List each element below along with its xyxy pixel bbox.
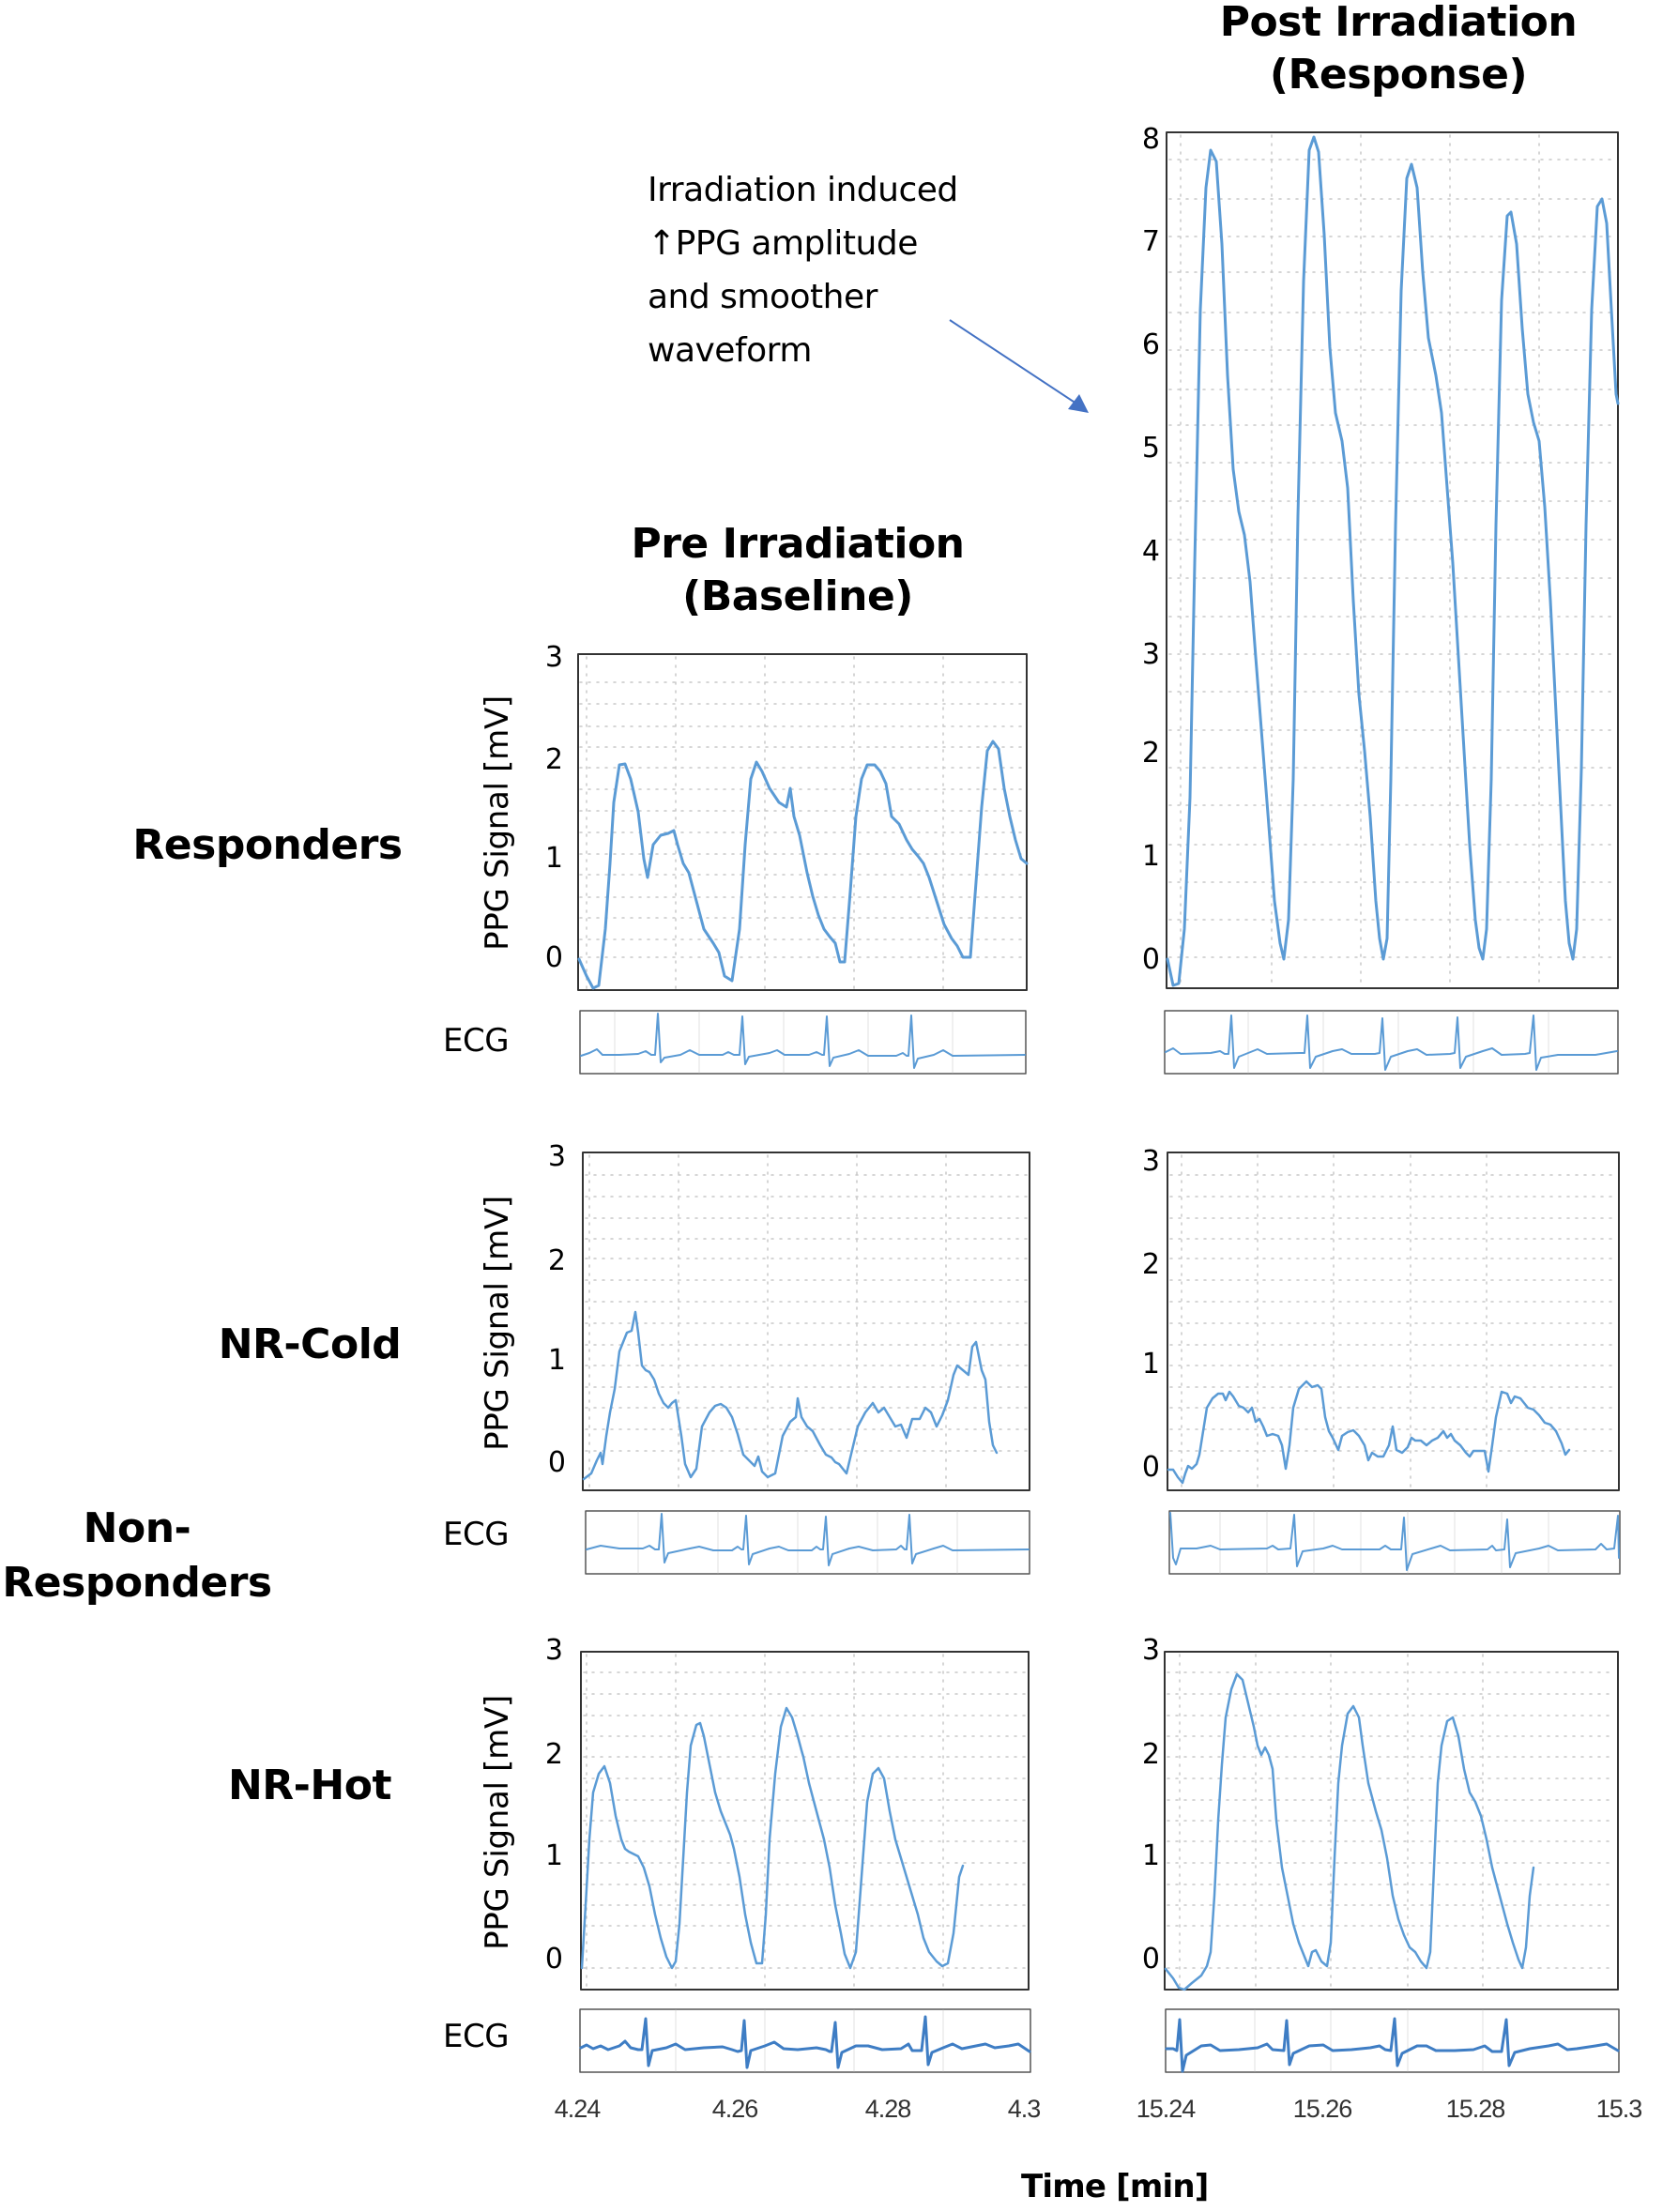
y-tick: 0	[1141, 1451, 1160, 1484]
y-tick: 1	[544, 1839, 563, 1872]
y-tick: 2	[544, 743, 563, 776]
row-label-non-responders: Non- Responders	[0, 1502, 278, 1610]
y-tick: 2	[544, 1738, 563, 1771]
plot-nr-hot-post	[1164, 1651, 1619, 1991]
x-tick-post-3: 15.3	[1595, 2095, 1643, 2123]
row-label-responders: Responders	[132, 821, 403, 869]
y-tick: 3	[544, 641, 563, 674]
y-tick: 2	[1141, 1248, 1160, 1281]
y-tick: 6	[1141, 328, 1160, 361]
pre-title-line1: Pre Irradiation	[631, 520, 965, 568]
x-tick-post-2: 15.28	[1445, 2095, 1506, 2123]
post-title-line2: (Response)	[1269, 51, 1528, 99]
ecg-responders-post	[1164, 1010, 1619, 1075]
annotation-line-3: and smoother	[648, 278, 877, 316]
y-tick: 8	[1141, 123, 1160, 156]
y-tick: 1	[1141, 1839, 1160, 1872]
annotation-text: Irradiation induced ↑PPG amplitude and s…	[648, 163, 1042, 377]
y-tick: 0	[544, 941, 563, 974]
y-tick: 1	[1141, 1348, 1160, 1381]
plot-nr-hot-pre	[580, 1651, 1030, 1991]
ecg-nr-hot-post	[1165, 2008, 1620, 2073]
y-tick: 2	[547, 1244, 566, 1277]
row-label-nr-cold: NR-Cold	[218, 1320, 402, 1368]
y-tick: 4	[1141, 535, 1160, 568]
annotation-line-4: waveform	[648, 331, 812, 370]
x-tick-post-0: 15.24	[1136, 2095, 1197, 2123]
y-tick: 2	[1141, 1738, 1160, 1771]
y-tick: 0	[1141, 943, 1160, 976]
y-tick: 0	[547, 1446, 566, 1479]
x-tick-post-1: 15.26	[1292, 2095, 1353, 2123]
plot-nr-cold-pre	[582, 1152, 1030, 1491]
plot-responders-pre	[577, 653, 1029, 991]
y-tick: 3	[1141, 1145, 1160, 1178]
annotation-line-1: Irradiation induced	[648, 171, 958, 209]
y-tick: 1	[547, 1344, 566, 1377]
x-axis-label: Time [min]	[1021, 2168, 1209, 2205]
non-responders-line1: Non-	[83, 1504, 191, 1552]
y-tick: 5	[1141, 432, 1160, 465]
post-title-line1: Post Irradiation	[1219, 0, 1578, 46]
ecg-label-nr-cold: ECG	[443, 1516, 510, 1553]
ecg-label-responders: ECG	[443, 1022, 510, 1060]
y-tick: 0	[544, 1943, 563, 1976]
pre-title-line2: (Baseline)	[682, 572, 913, 620]
plot-nr-cold-post	[1167, 1152, 1620, 1491]
y-tick: 7	[1141, 225, 1160, 258]
annotation-line-2: ↑PPG amplitude	[648, 224, 918, 263]
x-tick-pre-0: 4.24	[554, 2095, 602, 2123]
plot-responders-post	[1166, 131, 1620, 989]
ecg-nr-hot-pre	[579, 2008, 1031, 2073]
x-tick-pre-1: 4.26	[711, 2095, 759, 2123]
y-tick: 1	[544, 842, 563, 875]
non-responders-line2: Responders	[2, 1559, 272, 1607]
ecg-responders-pre	[579, 1010, 1027, 1075]
pre-title: Pre Irradiation (Baseline)	[563, 518, 1032, 623]
y-tick: 3	[547, 1140, 566, 1173]
y-tick: 3	[1141, 1634, 1160, 1667]
ecg-nr-cold-pre	[585, 1510, 1030, 1575]
y-tick: 3	[544, 1634, 563, 1667]
y-tick: 1	[1141, 840, 1160, 873]
y-tick: 3	[1141, 638, 1160, 671]
ecg-nr-cold-post	[1168, 1510, 1621, 1575]
ecg-label-nr-hot: ECG	[443, 2018, 510, 2055]
row-label-nr-hot: NR-Hot	[227, 1762, 392, 1809]
y-tick: 2	[1141, 737, 1160, 770]
post-title: Post Irradiation (Response)	[1154, 0, 1642, 101]
x-tick-pre-2: 4.28	[864, 2095, 912, 2123]
y-tick: 0	[1141, 1943, 1160, 1976]
x-tick-pre-3: 4.3	[1007, 2095, 1042, 2123]
